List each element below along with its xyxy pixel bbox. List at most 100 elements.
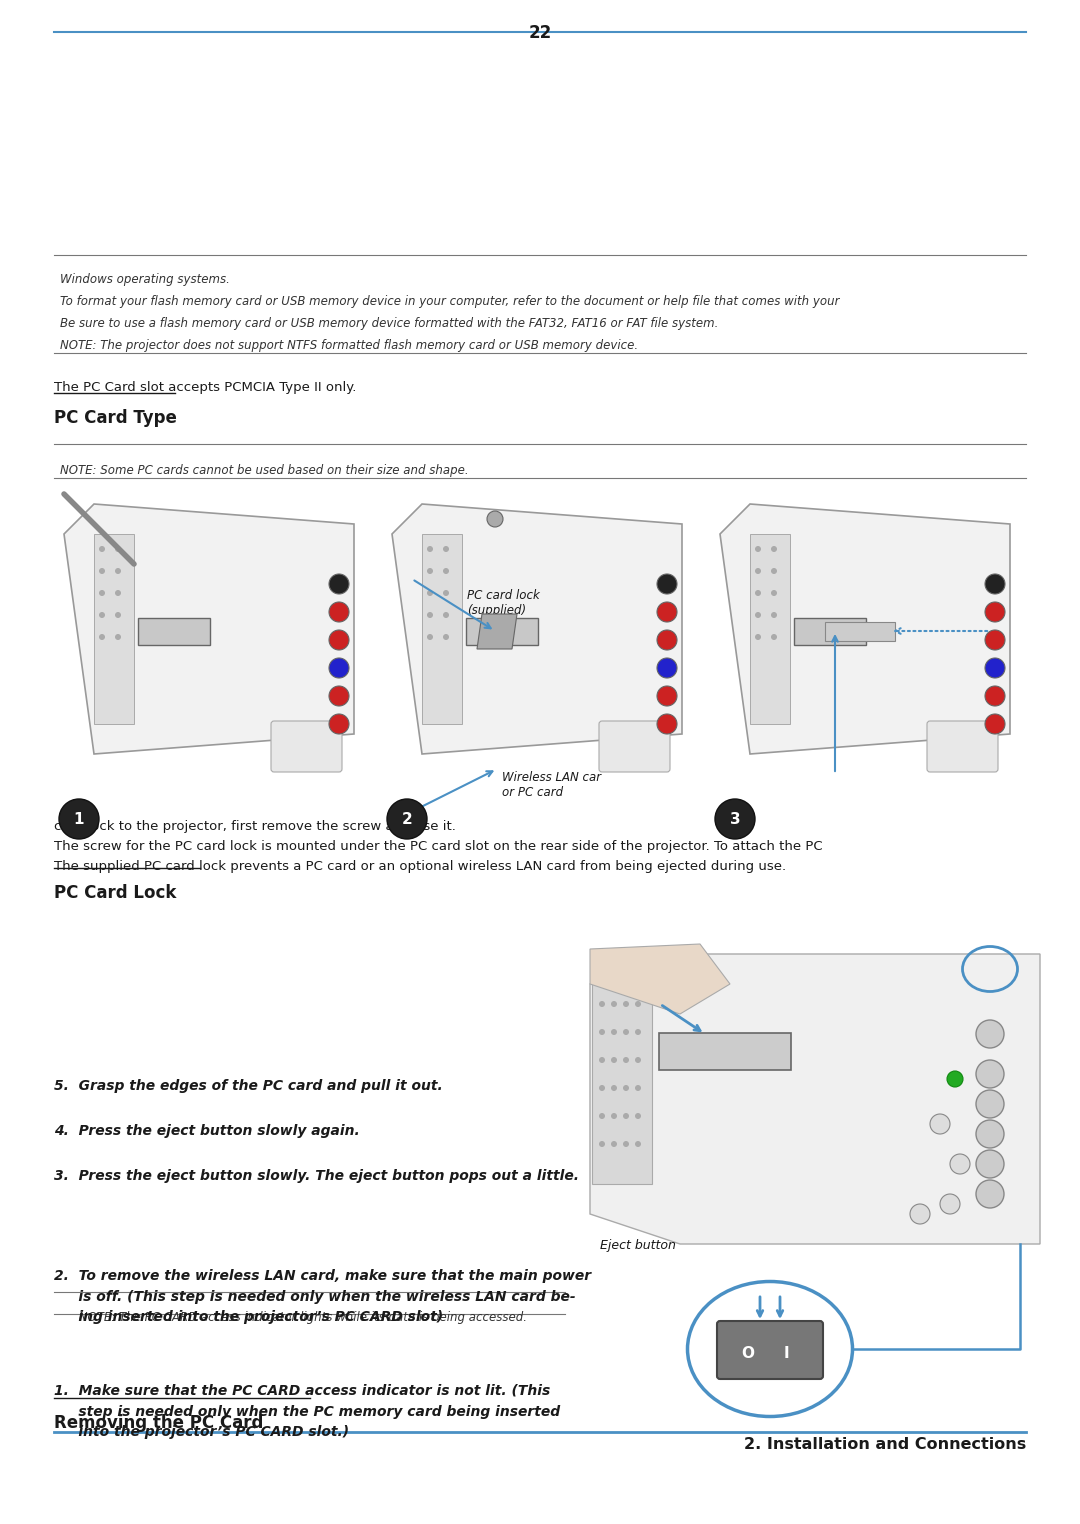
FancyBboxPatch shape	[465, 619, 538, 645]
FancyBboxPatch shape	[271, 721, 342, 773]
Circle shape	[771, 590, 777, 596]
Circle shape	[329, 629, 349, 651]
Circle shape	[329, 575, 349, 594]
Circle shape	[443, 613, 449, 619]
Circle shape	[329, 686, 349, 706]
FancyBboxPatch shape	[927, 721, 998, 773]
Circle shape	[59, 799, 99, 840]
Circle shape	[387, 799, 427, 840]
Polygon shape	[392, 504, 681, 754]
Text: The PC Card slot accepts PCMCIA Type II only.: The PC Card slot accepts PCMCIA Type II …	[54, 381, 356, 395]
Circle shape	[657, 629, 677, 651]
Text: 5.  Grasp the edges of the PC card and pull it out.: 5. Grasp the edges of the PC card and pu…	[54, 1079, 443, 1093]
Circle shape	[771, 546, 777, 552]
Circle shape	[755, 568, 761, 575]
Circle shape	[599, 1085, 605, 1091]
Text: NOTE: The projector does not support NTFS formatted flash memory card or USB mem: NOTE: The projector does not support NTF…	[60, 338, 638, 352]
Circle shape	[599, 1058, 605, 1064]
Circle shape	[443, 546, 449, 552]
Circle shape	[623, 1058, 629, 1064]
Circle shape	[976, 1180, 1004, 1209]
Circle shape	[329, 658, 349, 678]
Circle shape	[985, 658, 1005, 678]
Circle shape	[599, 1113, 605, 1119]
Text: 1: 1	[73, 811, 84, 826]
Circle shape	[611, 1029, 617, 1035]
Circle shape	[443, 590, 449, 596]
Circle shape	[976, 1151, 1004, 1178]
Circle shape	[114, 590, 121, 596]
Circle shape	[755, 634, 761, 640]
Circle shape	[985, 602, 1005, 622]
Circle shape	[657, 715, 677, 735]
FancyBboxPatch shape	[794, 619, 866, 645]
Circle shape	[976, 1120, 1004, 1148]
Text: The supplied PC card lock prevents a PC card or an optional wireless LAN card fr: The supplied PC card lock prevents a PC …	[54, 860, 786, 873]
Circle shape	[976, 1061, 1004, 1088]
Text: 4.  Press the eject button slowly again.: 4. Press the eject button slowly again.	[54, 1125, 360, 1138]
FancyBboxPatch shape	[422, 533, 462, 724]
Circle shape	[427, 546, 433, 552]
Circle shape	[635, 1058, 642, 1064]
Circle shape	[427, 568, 433, 575]
Circle shape	[611, 1001, 617, 1007]
FancyBboxPatch shape	[717, 1321, 823, 1379]
Circle shape	[443, 568, 449, 575]
Circle shape	[635, 1085, 642, 1091]
Circle shape	[114, 613, 121, 619]
Circle shape	[623, 1029, 629, 1035]
Circle shape	[611, 1113, 617, 1119]
Circle shape	[427, 634, 433, 640]
Circle shape	[985, 715, 1005, 735]
Text: I: I	[783, 1346, 788, 1361]
Text: The screw for the PC card lock is mounted under the PC card slot on the rear sid: The screw for the PC card lock is mounte…	[54, 840, 823, 853]
Circle shape	[623, 1141, 629, 1148]
Circle shape	[985, 686, 1005, 706]
Circle shape	[99, 634, 105, 640]
Circle shape	[657, 602, 677, 622]
Text: 1.  Make sure that the PC CARD access indicator is not lit. (This
     step is n: 1. Make sure that the PC CARD access ind…	[54, 1384, 561, 1439]
Circle shape	[985, 629, 1005, 651]
Circle shape	[623, 1001, 629, 1007]
Circle shape	[715, 799, 755, 840]
Text: Windows operating systems.: Windows operating systems.	[60, 273, 230, 287]
Circle shape	[623, 1113, 629, 1119]
Text: PC card lock
(supplied): PC card lock (supplied)	[467, 588, 540, 617]
Circle shape	[329, 602, 349, 622]
Circle shape	[611, 1058, 617, 1064]
Circle shape	[443, 634, 449, 640]
Circle shape	[99, 568, 105, 575]
Circle shape	[611, 1085, 617, 1091]
Circle shape	[487, 511, 503, 527]
Circle shape	[599, 1029, 605, 1035]
Circle shape	[623, 1085, 629, 1091]
Text: 3: 3	[730, 811, 740, 826]
Circle shape	[976, 1090, 1004, 1119]
Text: 2. Installation and Connections: 2. Installation and Connections	[744, 1437, 1026, 1452]
Text: 3.  Press the eject button slowly. The eject button pops out a little.: 3. Press the eject button slowly. The ej…	[54, 1169, 579, 1183]
Circle shape	[99, 613, 105, 619]
Circle shape	[427, 590, 433, 596]
Text: 2: 2	[402, 811, 413, 826]
FancyBboxPatch shape	[138, 619, 210, 645]
Text: Be sure to use a flash memory card or USB memory device formatted with the FAT32: Be sure to use a flash memory card or US…	[60, 317, 718, 331]
Circle shape	[930, 1114, 950, 1134]
Circle shape	[976, 1020, 1004, 1049]
Polygon shape	[720, 504, 1010, 754]
Circle shape	[755, 590, 761, 596]
Text: PC Card Type: PC Card Type	[54, 408, 177, 427]
Circle shape	[635, 1113, 642, 1119]
Text: NOTE: The PC CARD access indicator lights while its data is being accessed.: NOTE: The PC CARD access indicator light…	[60, 1311, 527, 1324]
FancyBboxPatch shape	[592, 985, 652, 1184]
Circle shape	[611, 1141, 617, 1148]
Polygon shape	[825, 622, 895, 642]
Circle shape	[947, 1071, 963, 1087]
Text: Removing the PC Card: Removing the PC Card	[54, 1414, 264, 1433]
Circle shape	[114, 546, 121, 552]
Text: Wireless LAN car
or PC card: Wireless LAN car or PC card	[502, 771, 602, 799]
Text: PC Card Lock: PC Card Lock	[54, 884, 176, 902]
Circle shape	[329, 715, 349, 735]
Circle shape	[771, 613, 777, 619]
Circle shape	[657, 575, 677, 594]
Circle shape	[635, 1029, 642, 1035]
